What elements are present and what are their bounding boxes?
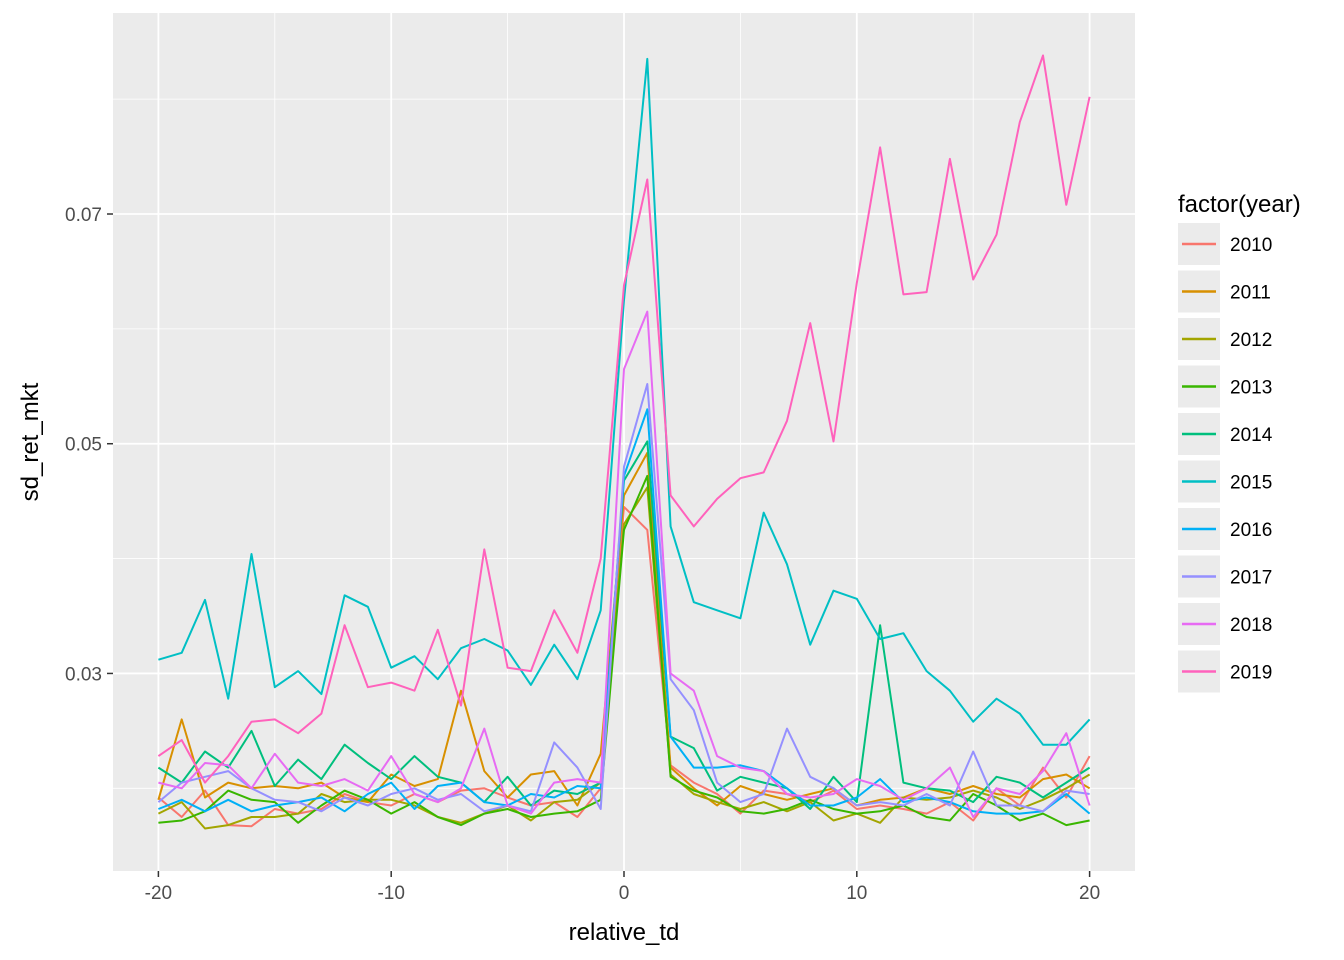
series-line-2019 xyxy=(157,54,1091,784)
x-axis: -20 -10 0 10 20 xyxy=(145,871,1100,904)
y-axis-title: sd_ret_mkt xyxy=(17,382,44,501)
y-tick-label: 0.05 xyxy=(65,435,102,456)
x-tick-label: 20 xyxy=(1079,883,1100,904)
series-line-2013 xyxy=(158,474,1090,827)
y-tick-label: 0.03 xyxy=(65,664,102,685)
legend-label-2013: 2013 xyxy=(1230,378,1272,399)
legend-label-2019: 2019 xyxy=(1230,663,1272,684)
series-lines xyxy=(157,54,1091,830)
legend-label-2018: 2018 xyxy=(1230,615,1272,636)
series-line-2018 xyxy=(158,310,1091,818)
legend-label-2010: 2010 xyxy=(1230,235,1272,256)
x-axis-title: relative_td xyxy=(569,919,680,946)
legend-label-2014: 2014 xyxy=(1230,425,1273,446)
legend-label-2012: 2012 xyxy=(1230,330,1272,351)
series-line-2015 xyxy=(158,57,1091,746)
legend-label-2017: 2017 xyxy=(1230,568,1272,589)
legend-items: 2010 2011 2012 2013 2014 2015 2016 2017 2018 2019 xyxy=(1178,223,1273,693)
legend-label-2015: 2015 xyxy=(1230,473,1272,494)
legend: factor(year) 201020112012201320142015201… xyxy=(1178,191,1301,693)
x-tick-label: -10 xyxy=(377,883,404,904)
x-tick-label: 10 xyxy=(846,883,867,904)
x-tick-label: 0 xyxy=(619,883,630,904)
x-tick-label: -20 xyxy=(145,883,172,904)
y-axis: 0.03 0.05 0.07 xyxy=(65,205,113,685)
series-line-2017 xyxy=(157,383,1090,813)
legend-label-2011: 2011 xyxy=(1230,283,1271,304)
y-tick-label: 0.07 xyxy=(65,205,102,226)
legend-title: factor(year) xyxy=(1178,191,1301,218)
legend-label-2016: 2016 xyxy=(1230,520,1272,541)
major-gridlines xyxy=(113,13,1135,871)
